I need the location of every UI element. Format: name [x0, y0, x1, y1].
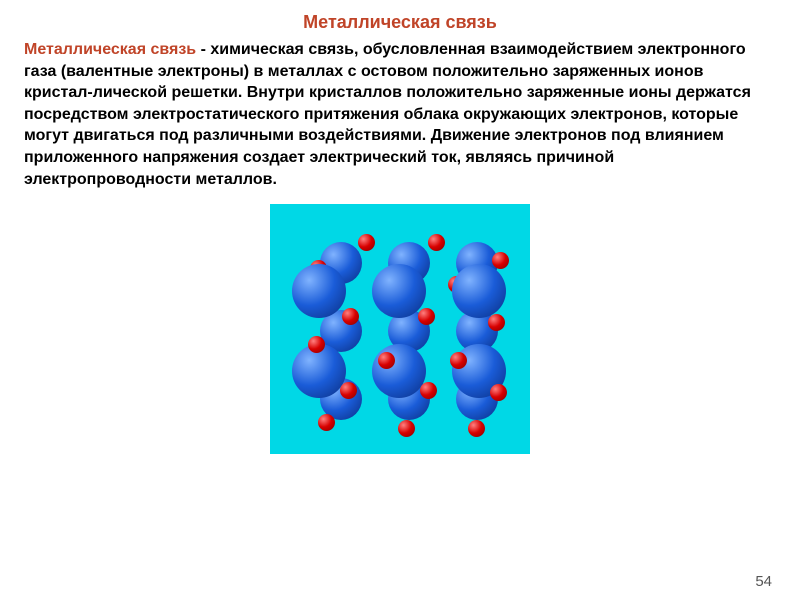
- ion-sphere: [452, 264, 506, 318]
- electron-sphere: [420, 382, 437, 399]
- definition-paragraph: Металлическая связь - химическая связь, …: [24, 39, 776, 190]
- ion-sphere: [372, 264, 426, 318]
- electron-sphere: [398, 420, 415, 437]
- page-number: 54: [755, 573, 772, 590]
- electron-sphere: [488, 314, 505, 331]
- electron-sphere: [318, 414, 335, 431]
- page-title: Металлическая связь: [24, 12, 776, 33]
- metallic-bond-diagram: [270, 204, 530, 454]
- ion-sphere: [372, 344, 426, 398]
- electron-sphere: [490, 384, 507, 401]
- electron-sphere: [428, 234, 445, 251]
- electron-sphere: [468, 420, 485, 437]
- diagram-container: [24, 204, 776, 454]
- electron-sphere: [492, 252, 509, 269]
- electron-sphere: [418, 308, 435, 325]
- ion-sphere: [292, 264, 346, 318]
- definition-text: - химическая связь, обусловленная взаимо…: [24, 41, 751, 188]
- term-highlight: Металлическая связь: [24, 41, 196, 58]
- electron-sphere: [358, 234, 375, 251]
